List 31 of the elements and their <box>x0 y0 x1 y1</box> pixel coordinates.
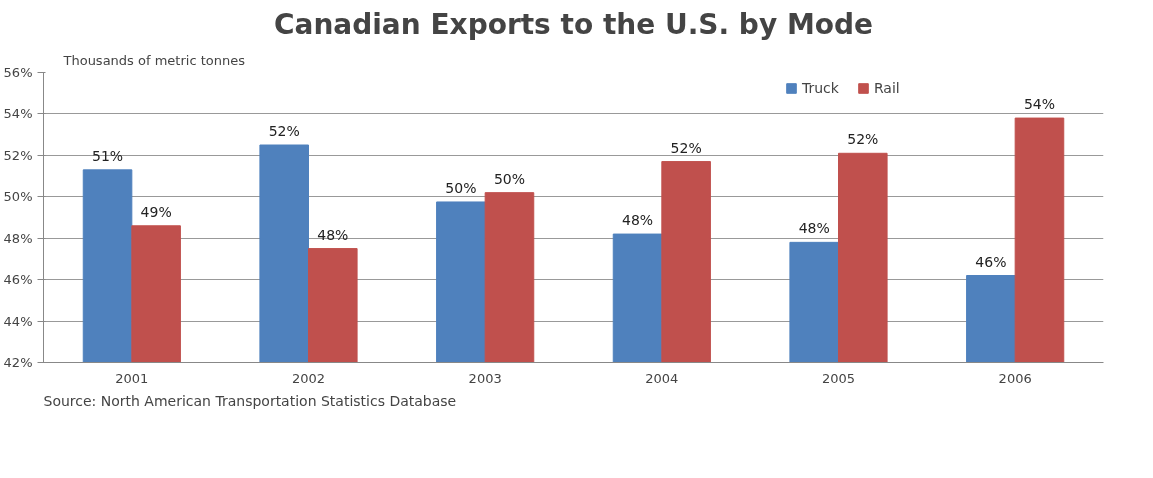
legend-label: Rail <box>873 80 900 96</box>
text: Thousands of metric tonnes <box>62 52 246 68</box>
y-tick-label: 46% <box>3 272 33 288</box>
x-tick-label: 2001 <box>115 370 149 386</box>
source-note: Source: North American Transportation Statistics Database <box>43 392 457 409</box>
y-tick-label: 52% <box>3 147 33 163</box>
y-tick-label: 44% <box>3 313 33 329</box>
x-tick-label: 2004 <box>645 370 679 386</box>
x-tick-label: 2003 <box>468 370 502 386</box>
data-label: 50% <box>445 179 477 196</box>
legend-label: Truck <box>802 80 839 96</box>
data-label: 48% <box>798 220 830 237</box>
y-tick-label: 50% <box>3 189 33 205</box>
data-label: 48% <box>621 212 654 229</box>
data-label: 50% <box>493 170 526 187</box>
data-label: 54% <box>1023 96 1056 113</box>
data-label: 52% <box>847 131 879 148</box>
data-label: 46% <box>975 253 1007 270</box>
data-label: 48% <box>317 226 349 243</box>
y-tick-label: 42% <box>3 355 33 370</box>
y-tick-label: 48% <box>3 230 33 246</box>
y-tick-label: 56% <box>3 65 33 80</box>
data-label: 49% <box>140 203 172 220</box>
x-tick-label: 2005 <box>821 370 856 386</box>
chart-title: Canadian Exports to the U.S. by Mode <box>273 7 874 41</box>
x-tick-label: 2002 <box>291 370 326 386</box>
data-label: 52% <box>268 123 300 139</box>
data-label: 51% <box>91 147 124 164</box>
x-tick-label: 2006 <box>998 370 1032 386</box>
y-tick-label: 54% <box>3 106 33 122</box>
data-label: 52% <box>670 139 702 156</box>
